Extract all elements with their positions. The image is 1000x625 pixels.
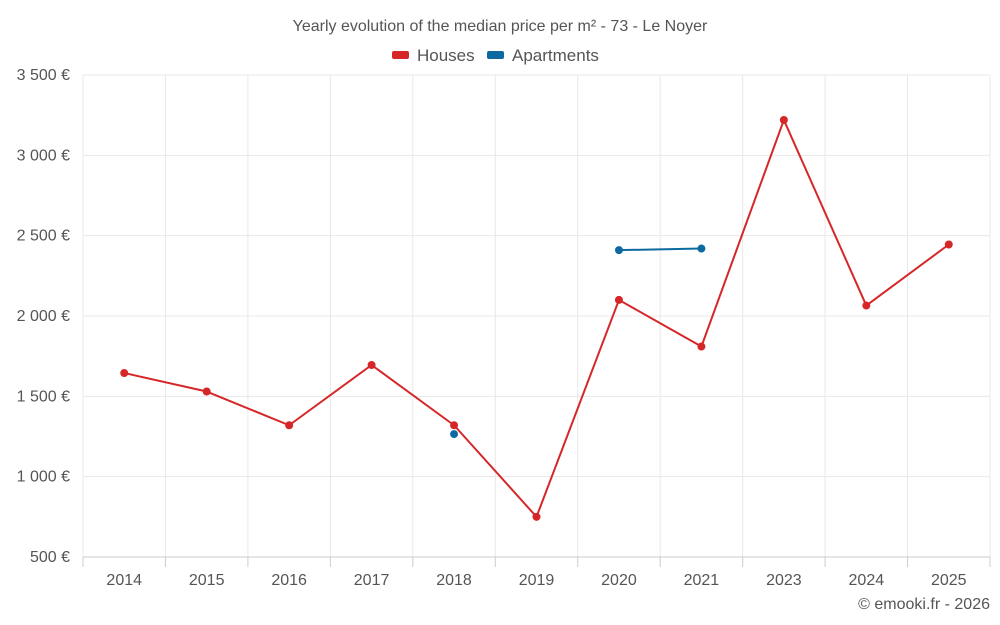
data-point-houses[interactable]	[532, 512, 541, 521]
legend-item-houses[interactable]: Houses	[392, 46, 475, 65]
x-tick-label: 2021	[684, 572, 720, 589]
x-tick-label: 2024	[849, 572, 885, 589]
data-point-houses[interactable]	[944, 240, 953, 249]
data-point-houses[interactable]	[614, 295, 623, 304]
y-tick-label: 500 €	[30, 549, 70, 566]
x-tick-label: 2020	[601, 572, 637, 589]
data-point-houses[interactable]	[697, 342, 706, 351]
x-tick-label: 2014	[106, 572, 142, 589]
data-point-houses[interactable]	[779, 115, 788, 124]
y-tick-label: 3 500 €	[17, 67, 70, 84]
data-point-apartments[interactable]	[450, 430, 459, 439]
data-point-houses[interactable]	[450, 421, 459, 430]
y-tick-label: 1 500 €	[17, 388, 70, 405]
chart-title: Yearly evolution of the median price per…	[293, 18, 708, 35]
data-point-houses[interactable]	[285, 421, 294, 430]
series-houses	[120, 115, 953, 521]
x-tick-label: 2017	[354, 572, 390, 589]
y-tick-label: 2 500 €	[17, 228, 70, 245]
legend-label-apartments: Apartments	[512, 46, 599, 65]
y-tick-label: 1 000 €	[17, 469, 70, 486]
legend-swatch-houses	[392, 51, 409, 59]
x-tick-label: 2018	[436, 572, 472, 589]
y-axis: 500 € 1 000 € 1 500 € 2 000 € 2 500 € 3 000 €…	[17, 67, 70, 566]
legend: Houses Apartments	[392, 46, 599, 65]
credit-text: © emooki.fr - 2026	[858, 596, 990, 613]
series-layer	[120, 115, 953, 521]
y-tick-label: 3 000 €	[17, 147, 70, 164]
data-point-houses[interactable]	[202, 387, 211, 396]
data-point-houses[interactable]	[367, 361, 376, 370]
legend-item-apartments[interactable]: Apartments	[487, 46, 599, 65]
series-line-apartments	[618, 247, 702, 252]
data-point-apartments[interactable]	[614, 246, 623, 255]
data-point-houses[interactable]	[862, 301, 871, 310]
x-tick-label: 2025	[931, 572, 967, 589]
y-tick-label: 2 000 €	[17, 308, 70, 325]
legend-swatch-apartments	[487, 51, 504, 59]
x-tick-label: 2019	[519, 572, 555, 589]
data-point-houses[interactable]	[120, 369, 129, 378]
series-apartments	[450, 244, 706, 439]
x-tick-label: 2015	[189, 572, 225, 589]
legend-label-houses: Houses	[417, 46, 475, 65]
x-tick-label: 2023	[766, 572, 802, 589]
x-axis: 2014 2015 2016 2017 2018 2019 2020 2021 2023 2024…	[82, 556, 991, 589]
data-point-apartments[interactable]	[697, 244, 706, 253]
grid	[82, 74, 991, 557]
x-tick-label: 2016	[271, 572, 307, 589]
